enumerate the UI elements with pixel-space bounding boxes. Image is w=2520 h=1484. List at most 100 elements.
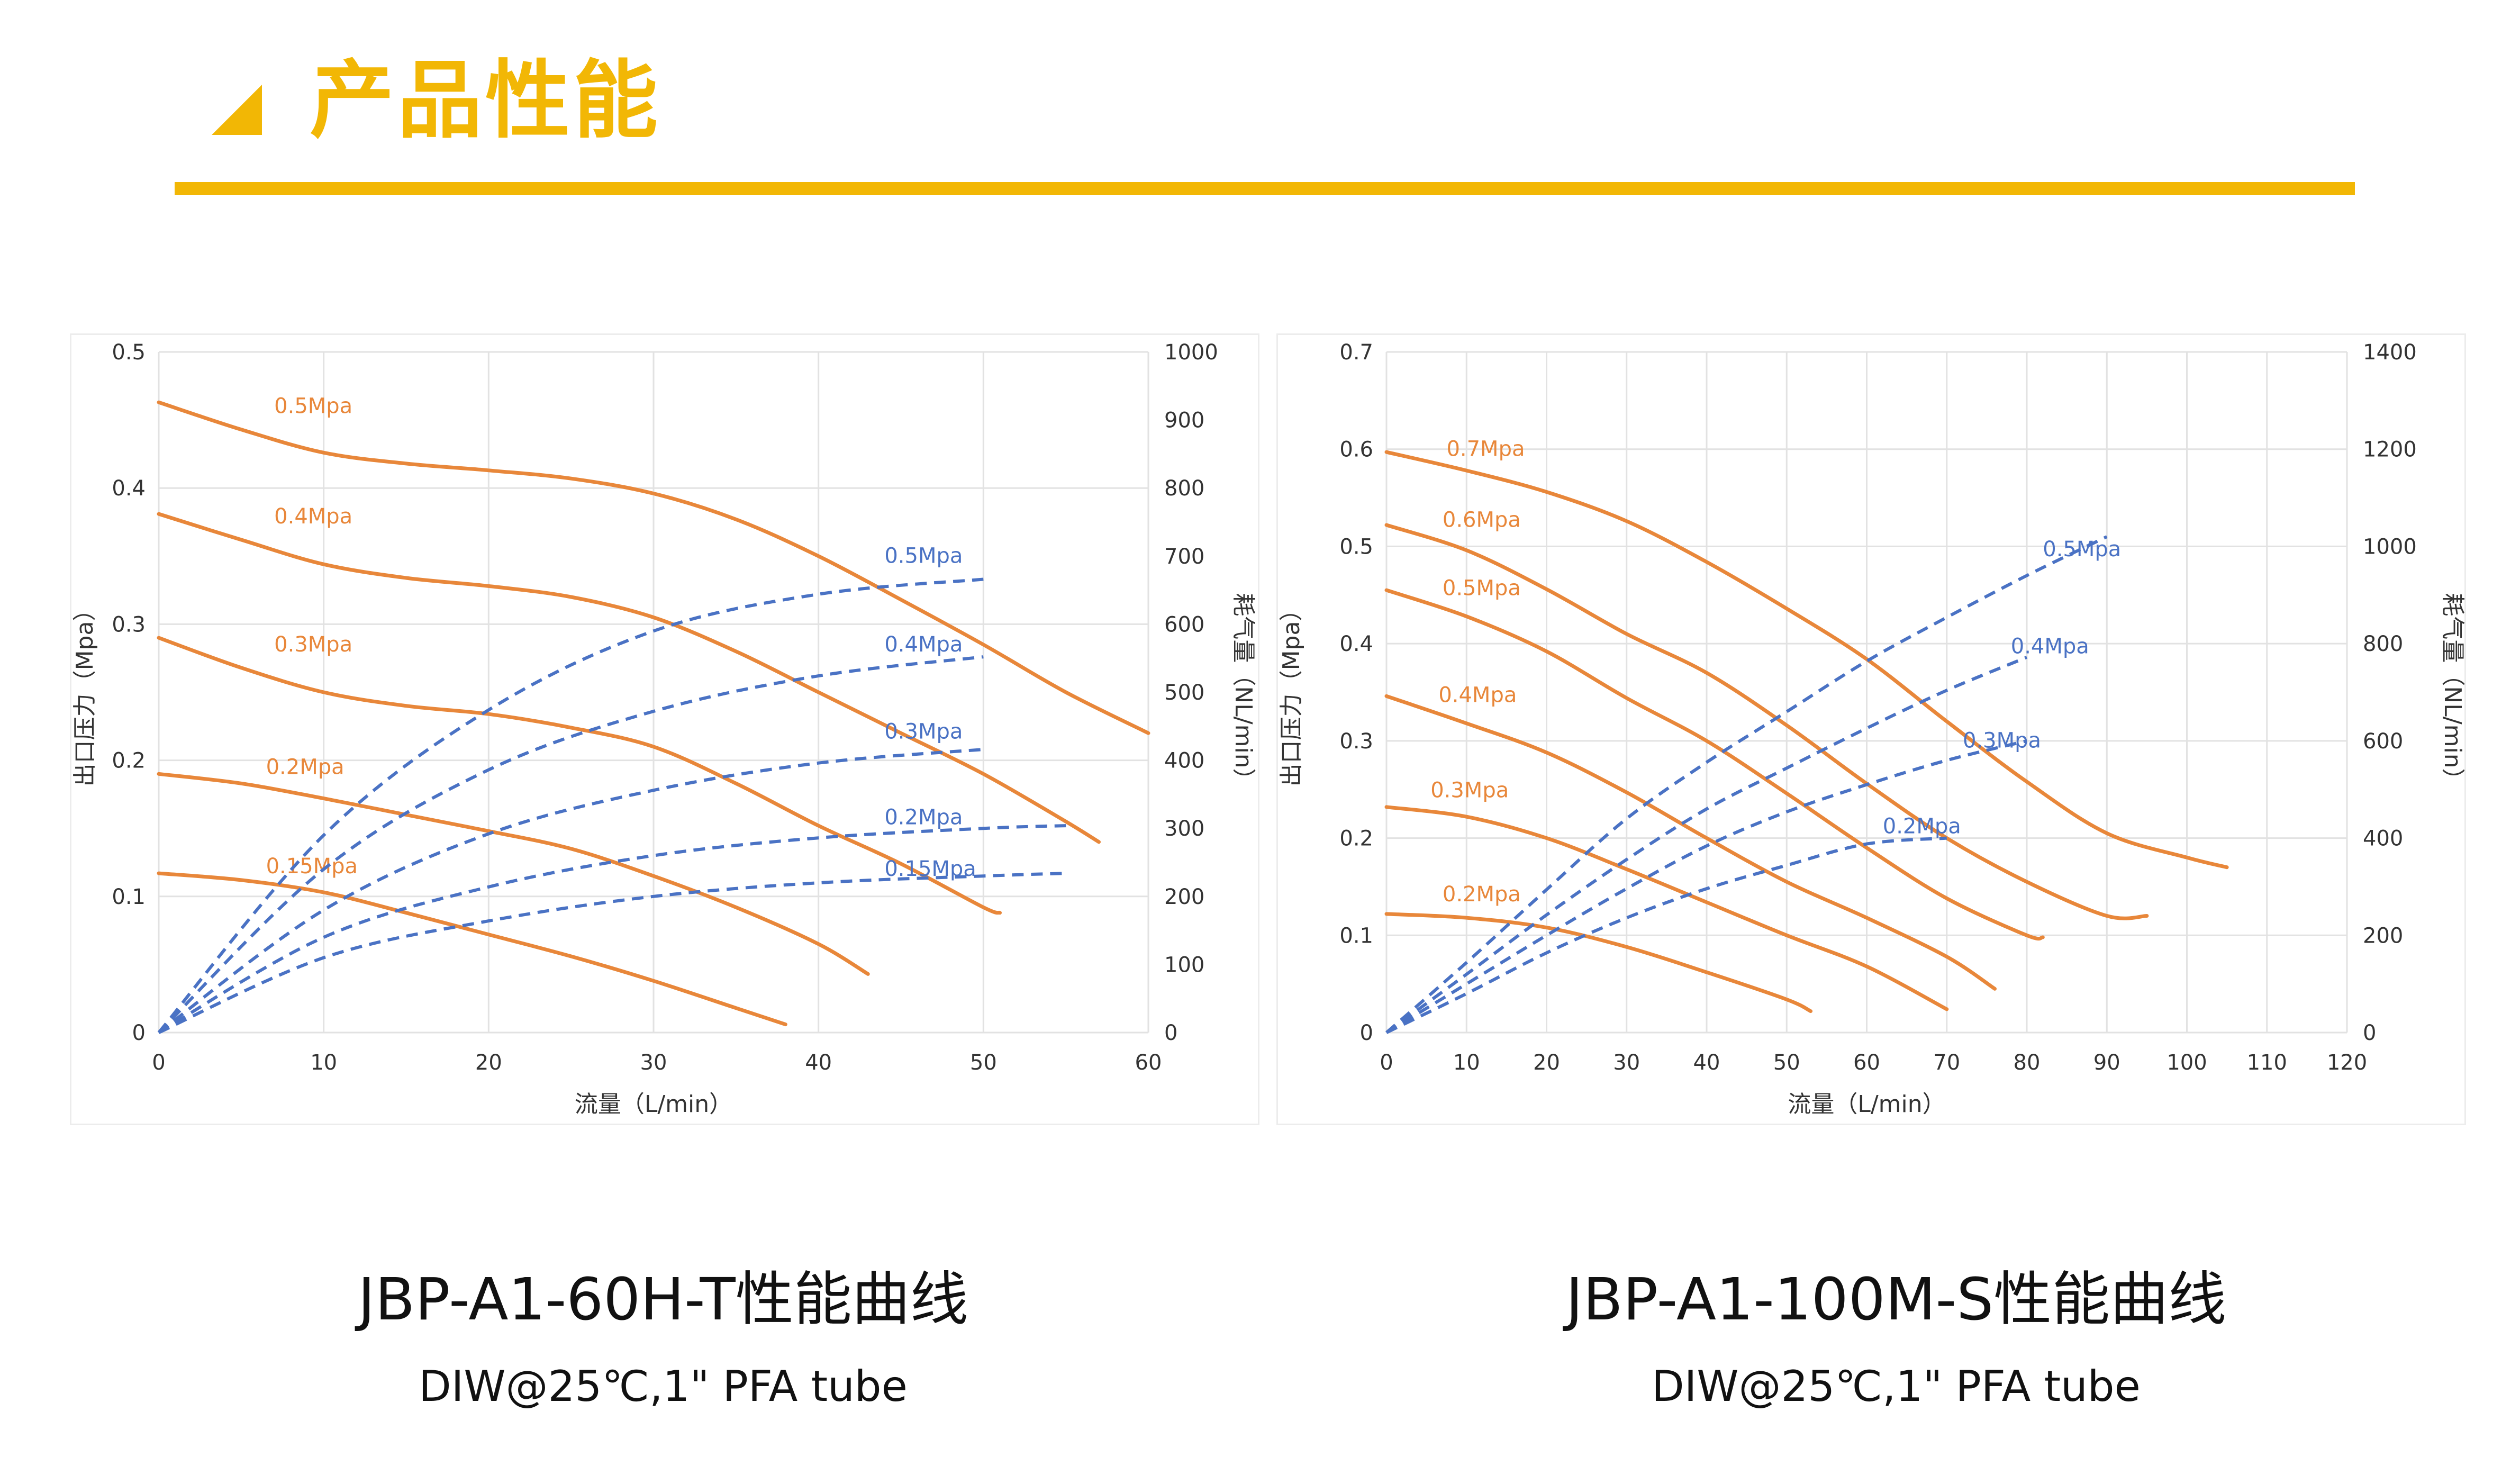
- x-tick-label: 50: [970, 1051, 997, 1075]
- air-consumption-curve-label: 0.4Mpa: [2011, 635, 2089, 659]
- pressure-curve-label: 0.5Mpa: [274, 394, 352, 419]
- y2-tick-label: 400: [1164, 749, 1204, 773]
- x-tick-label: 70: [1933, 1051, 1960, 1075]
- y2-tick-label: 600: [2363, 729, 2403, 754]
- y2-tick-label: 0: [1164, 1021, 1177, 1045]
- air-consumption-curve-label: 0.3Mpa: [1963, 729, 2041, 753]
- y2-tick-label: 1400: [2363, 340, 2417, 365]
- y2-tick-label: 500: [1164, 681, 1204, 705]
- x-tick-label: 0: [152, 1051, 165, 1075]
- y2-tick-label: 1000: [2363, 535, 2417, 559]
- y-tick-label: 0.5: [112, 340, 146, 365]
- air-consumption-curve-label: 0.5Mpa: [2043, 537, 2121, 562]
- x-tick-label: 60: [1135, 1051, 1162, 1075]
- x-tick-label: 20: [475, 1051, 502, 1075]
- pressure-curve-label: 0.4Mpa: [1438, 683, 1517, 707]
- pressure-curve-line: [1384, 805, 1949, 1011]
- y2-tick-label: 300: [1164, 817, 1204, 841]
- y-tick-label: 0.3: [1339, 729, 1373, 754]
- x-tick-label: 50: [1773, 1051, 1800, 1075]
- caption-subtitle-left: DIW@25℃,1" PFA tube: [419, 1362, 908, 1411]
- x-tick-label: 80: [2014, 1051, 2041, 1075]
- pressure-curve-line: [1384, 694, 1997, 991]
- pressure-curve-line: [1384, 912, 1813, 1014]
- pressure-curve-line: [157, 772, 870, 976]
- pressure-curve-label: 0.7Mpa: [1446, 437, 1525, 462]
- air-consumption-curve-line: [158, 748, 984, 1034]
- air-consumption-curve-label: 0.2Mpa: [1883, 814, 1961, 838]
- y-tick-label: 0.4: [1339, 632, 1373, 656]
- y2-tick-label: 600: [1164, 612, 1204, 637]
- caption-subtitle-right: DIW@25℃,1" PFA tube: [1652, 1362, 2141, 1411]
- pressure-curve-label: 0.3Mpa: [274, 632, 352, 657]
- y2-tick-label: 1000: [1164, 340, 1218, 365]
- air-consumption-curve-line: [157, 655, 984, 1034]
- pressure-curve-label: 0.2Mpa: [1443, 882, 1521, 907]
- y-tick-label: 0.4: [112, 476, 146, 501]
- page-title: 产品性能: [310, 51, 661, 150]
- air-consumption-curve-line: [1385, 656, 2028, 1034]
- pressure-curve-label: 0.3Mpa: [1430, 778, 1509, 802]
- air-consumption-curve-line: [1385, 739, 2027, 1034]
- pressure-curve-line: [157, 871, 787, 1027]
- pressure-curve-line: [1384, 450, 2229, 870]
- y2-tick-label: 700: [1164, 545, 1204, 569]
- air-consumption-curve-line: [1385, 836, 1947, 1034]
- y-tick-label: 0: [1360, 1021, 1373, 1045]
- air-consumption-curve-line: [157, 577, 984, 1034]
- y2-tick-label: 0: [2363, 1021, 2376, 1045]
- air-consumption-curve-line: [158, 872, 1066, 1034]
- x-tick-label: 60: [1853, 1051, 1880, 1075]
- y2-tick-label: 1200: [2363, 438, 2417, 462]
- pressure-curve-line: [157, 636, 1002, 915]
- y-tick-label: 0.1: [1339, 924, 1373, 948]
- x-tick-label: 110: [2247, 1051, 2287, 1075]
- x-axis-title: 流量（L/min）: [1788, 1091, 1945, 1118]
- performance-chart-100m-s: 0 10 20 30 40 50 60 70 80 90 100 110 12000.10.20.30.…: [1278, 340, 2464, 1118]
- pressure-curve-label: 0.4Mpa: [274, 504, 352, 529]
- x-tick-label: 20: [1533, 1051, 1560, 1075]
- y-tick-label: 0.6: [1339, 438, 1373, 462]
- x-tick-label: 90: [2093, 1051, 2120, 1075]
- y-tick-label: 0.7: [1339, 340, 1373, 365]
- y2-axis-title: 耗气量（NL/min）: [1230, 593, 1257, 791]
- x-tick-label: 0: [1380, 1051, 1393, 1075]
- y-tick-label: 0.3: [112, 612, 146, 637]
- pressure-curve-label: 0.5Mpa: [1443, 576, 1521, 600]
- x-tick-label: 100: [2167, 1051, 2207, 1075]
- x-tick-label: 30: [1613, 1051, 1640, 1075]
- y-tick-label: 0.5: [1339, 535, 1373, 559]
- y-tick-label: 0.2: [112, 749, 146, 773]
- y-tick-label: 0: [132, 1021, 146, 1045]
- x-tick-label: 120: [2327, 1051, 2367, 1075]
- y2-tick-label: 800: [1164, 476, 1204, 501]
- x-tick-label: 10: [310, 1051, 337, 1075]
- y2-axis-title: 耗气量（NL/min）: [2439, 593, 2464, 791]
- air-consumption-curve-label: 0.2Mpa: [884, 805, 963, 829]
- air-consumption-curve-label: 0.4Mpa: [884, 632, 963, 657]
- pressure-curve-label: 0.6Mpa: [1443, 508, 1521, 532]
- x-tick-label: 30: [640, 1051, 667, 1075]
- y2-tick-label: 100: [1164, 953, 1204, 977]
- y-axis-title: 出口压力（Mpa）: [71, 598, 98, 787]
- pressure-curve-line: [1384, 588, 2045, 941]
- pressure-curve-label: 0.15Mpa: [266, 854, 358, 879]
- y-tick-label: 0.1: [112, 885, 146, 909]
- air-consumption-curve-label: 0.15Mpa: [884, 857, 976, 881]
- pressure-curve-line: [157, 512, 1101, 844]
- y-tick-label: 0.2: [1339, 827, 1373, 851]
- air-consumption-curve-label: 0.5Mpa: [884, 544, 963, 568]
- x-tick-label: 10: [1453, 1051, 1480, 1075]
- header-divider: [175, 182, 2355, 195]
- y2-tick-label: 900: [1164, 409, 1204, 433]
- pressure-curve-line: [157, 400, 1150, 735]
- air-consumption-curve-label: 0.3Mpa: [884, 719, 963, 744]
- caption-title-left: JBP-A1-60H-T性能曲线: [358, 1265, 968, 1333]
- chart-panel-right: 0 10 20 30 40 50 60 70 80 90 100 110 120 0 0.1 0.2 0.3 0.…: [1276, 333, 2466, 1125]
- chart-panel-left: 0 10 20 30 40 50 60 0 0.1 0.2 0.3 0.4 0.5 0 100 200 300 4…: [70, 333, 1259, 1125]
- x-tick-label: 40: [1693, 1051, 1720, 1075]
- y2-tick-label: 200: [1164, 885, 1204, 909]
- performance-chart-60h-t: 0 10 20 30 40 50 6000.10.20.30.40.501002003004…: [71, 340, 1257, 1118]
- x-tick-label: 40: [805, 1051, 832, 1075]
- pressure-curve-label: 0.2Mpa: [266, 755, 345, 779]
